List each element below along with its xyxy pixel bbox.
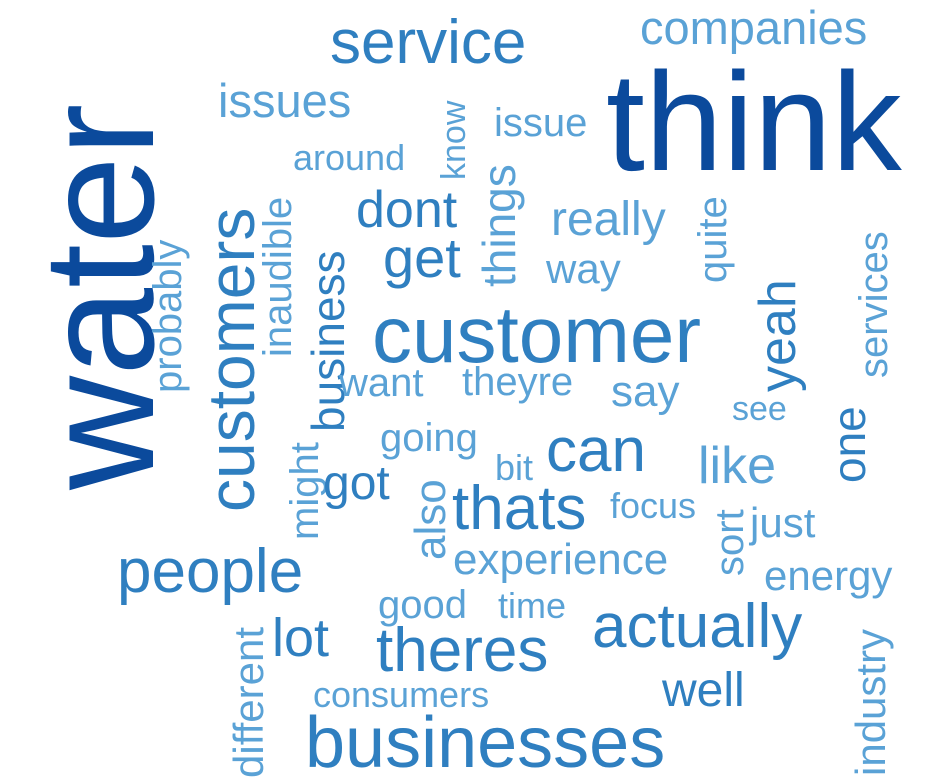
word-know: know: [435, 100, 473, 180]
word-probably: probably: [146, 239, 190, 393]
word-industry: industry: [847, 628, 894, 776]
word-inaudible: inaudible: [256, 196, 300, 357]
word-think: think: [606, 43, 902, 200]
word-yeah: yeah: [749, 279, 807, 392]
word-things: things: [473, 164, 525, 287]
word-way: way: [546, 245, 621, 292]
word-businesses: businesses: [305, 703, 666, 779]
word-consumers: consumers: [313, 674, 490, 715]
word-can: can: [546, 416, 646, 485]
word-issues: issues: [218, 74, 352, 127]
word-lot: lot: [272, 608, 330, 668]
word-people: people: [117, 537, 304, 606]
word-one: one: [823, 406, 875, 483]
word-might: might: [283, 442, 327, 540]
word-good: good: [378, 583, 467, 627]
word-also: also: [406, 479, 455, 560]
word-just: just: [750, 499, 816, 546]
word-see: see: [732, 390, 787, 428]
word-want: want: [339, 361, 424, 405]
word-got: got: [323, 457, 390, 510]
word-service: service: [330, 8, 527, 77]
word-focus: focus: [610, 485, 697, 526]
word-say: say: [611, 367, 680, 416]
word-really: really: [551, 193, 666, 246]
word-going: going: [380, 416, 478, 460]
word-well: well: [662, 664, 745, 717]
word-theyre: theyre: [462, 360, 574, 404]
word-experience: experience: [453, 535, 669, 584]
word-energy: energy: [764, 552, 893, 599]
word-like: like: [698, 437, 777, 495]
word-around: around: [293, 137, 406, 178]
word-customers: customers: [194, 207, 268, 512]
word-actually: actually: [592, 592, 803, 661]
word-thats: thats: [452, 474, 587, 543]
word-customer: customer: [372, 290, 701, 379]
word-bit: bit: [495, 447, 534, 488]
word-different: different: [225, 627, 272, 778]
word-companies: companies: [640, 1, 868, 54]
word-time: time: [498, 585, 567, 626]
word-sort: sort: [708, 509, 752, 576]
word-services: services: [852, 231, 896, 378]
word-issue: issue: [494, 101, 588, 145]
word-quite: quite: [691, 196, 735, 283]
word-theres: theres: [376, 616, 549, 685]
word-dont: dont: [356, 181, 458, 239]
word-get: get: [383, 226, 461, 289]
